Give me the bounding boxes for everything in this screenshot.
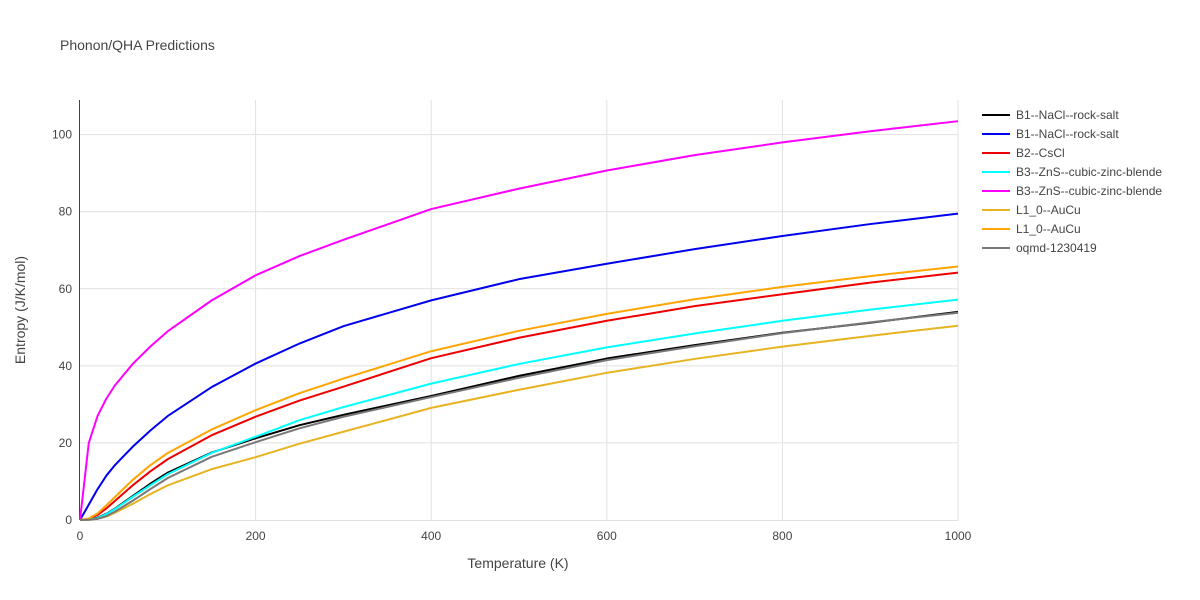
legend-label: oqmd-1230419 (1016, 241, 1097, 255)
x-tick-label: 600 (597, 529, 617, 543)
plot-area (79, 120, 959, 521)
legend-item[interactable]: B3--ZnS--cubic-zinc-blende (982, 184, 1162, 198)
y-tick-label: 100 (52, 128, 72, 142)
legend-label: B1--NaCl--rock-salt (1016, 108, 1119, 122)
legend-item[interactable]: L1_0--AuCu (982, 222, 1081, 236)
series-line-6 (79, 324, 959, 521)
y-axis-title: Entropy (J/K/mol) (12, 256, 28, 364)
legend-label: L1_0--AuCu (1016, 222, 1081, 236)
x-tick-label: 0 (77, 529, 84, 543)
legend-label: B2--CsCl (1016, 146, 1065, 160)
x-tick-label: 200 (246, 529, 266, 543)
y-tick-label: 20 (59, 436, 73, 450)
legend-item[interactable]: L1_0--AuCu (982, 203, 1081, 217)
y-tick-label: 80 (59, 205, 73, 219)
y-tick-label: 0 (65, 513, 72, 527)
series-line-8 (79, 311, 959, 521)
y-tick-label: 60 (59, 282, 73, 296)
series-line-3 (79, 271, 959, 521)
legend-label: L1_0--AuCu (1016, 203, 1081, 217)
series-line-2 (79, 212, 959, 521)
x-tick-label: 800 (772, 529, 792, 543)
legend: B1--NaCl--rock-salt B1--NaCl--rock-salt B2… (982, 108, 1162, 255)
legend-item[interactable]: B1--NaCl--rock-salt (982, 127, 1119, 141)
series-line-4 (79, 298, 959, 521)
series-line-1 (79, 310, 959, 521)
legend-item[interactable]: oqmd-1230419 (982, 241, 1097, 255)
legend-label: B1--NaCl--rock-salt (1016, 127, 1119, 141)
x-axis-title: Temperature (K) (467, 555, 568, 571)
legend-item[interactable]: B3--ZnS--cubic-zinc-blende (982, 165, 1162, 179)
chart-title: Phonon/QHA Predictions (60, 37, 215, 53)
x-tick-label: 400 (421, 529, 441, 543)
legend-item[interactable]: B2--CsCl (982, 146, 1065, 160)
series-line-5 (79, 120, 959, 521)
series-line-7 (79, 265, 959, 521)
legend-item[interactable]: B1--NaCl--rock-salt (982, 108, 1119, 122)
x-tick-label: 1000 (945, 529, 972, 543)
y-tick-labels: 0 20 40 60 80 100 (52, 128, 72, 527)
y-tick-label: 40 (59, 359, 73, 373)
legend-label: B3--ZnS--cubic-zinc-blende (1016, 165, 1162, 179)
x-tick-labels: 0 200 400 600 800 1000 (77, 529, 972, 543)
legend-label: B3--ZnS--cubic-zinc-blende (1016, 184, 1162, 198)
